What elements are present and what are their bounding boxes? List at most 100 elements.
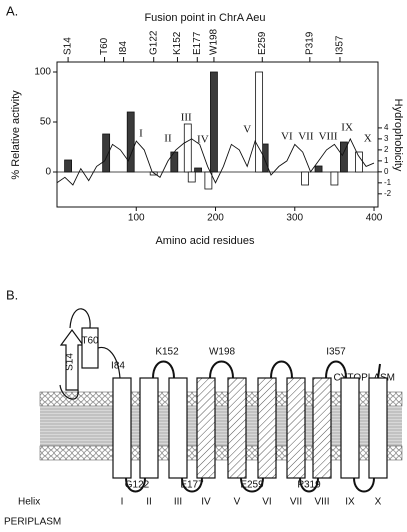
helix — [227, 377, 247, 479]
loop — [325, 360, 347, 379]
annotation: VIII — [319, 131, 338, 143]
y2-tick-label: -2 — [384, 189, 392, 198]
top-tick-label: P319 — [304, 31, 315, 55]
bar — [194, 167, 202, 173]
site-label: S14 — [65, 353, 76, 371]
top-tick-label: E177 — [192, 31, 203, 55]
helix — [286, 377, 306, 479]
loop — [181, 477, 203, 493]
site-label: T60 — [81, 336, 99, 347]
top-tick-label: K152 — [172, 31, 183, 55]
bar — [210, 71, 218, 173]
y2-tick-label: -1 — [384, 178, 392, 187]
chart-title: Fusion point in ChrA Aeu — [144, 12, 265, 24]
helix — [340, 377, 360, 479]
annotation: III — [181, 112, 192, 124]
plot-frame — [56, 61, 379, 208]
bar — [340, 141, 348, 173]
x-axis-label: Amino acid residues — [155, 235, 255, 247]
bar — [355, 151, 363, 173]
y-tick-label: 100 — [34, 67, 51, 78]
site-label: E259 — [240, 480, 264, 491]
site-label: E177 — [180, 480, 204, 491]
helix-label: IV — [201, 497, 211, 508]
bar — [126, 111, 135, 173]
panel-label: B. — [6, 287, 18, 302]
loop — [299, 477, 319, 493]
bar — [330, 171, 339, 186]
y-tick-label: 50 — [40, 117, 52, 128]
loop — [270, 360, 293, 379]
loop — [240, 477, 264, 493]
top-tick-label: W198 — [209, 28, 220, 55]
helix — [257, 377, 277, 479]
site-label: G122 — [125, 480, 150, 491]
y-tick-label: 0 — [45, 167, 51, 178]
y2-tick-label: 1 — [384, 156, 389, 165]
site-label: K152 — [155, 347, 179, 358]
loop — [152, 360, 175, 379]
c-terminus — [377, 363, 381, 379]
annotation: V — [243, 124, 251, 136]
bar — [187, 171, 196, 183]
bar — [255, 71, 264, 173]
annotation: VII — [298, 131, 314, 143]
bar — [204, 171, 213, 190]
bar — [102, 133, 111, 173]
helix-title: Helix — [18, 497, 40, 508]
y2-tick-label: 4 — [384, 123, 389, 132]
annotation: II — [164, 133, 172, 145]
y2-tick-label: 2 — [384, 145, 389, 154]
site-label: I357 — [326, 347, 346, 358]
helix — [139, 377, 159, 479]
helix — [196, 377, 216, 479]
helix — [312, 377, 332, 479]
top-tick-label: E259 — [257, 31, 268, 55]
topology-diagram: B. CYTOPLASM PERIPLASM Helix S14 T60 I84… — [4, 287, 403, 528]
helix — [112, 377, 132, 479]
y-axis-label: % Relative activity — [10, 90, 22, 180]
annotation: I — [139, 128, 143, 140]
x-tick-label: 400 — [366, 213, 383, 224]
bar — [301, 171, 309, 186]
top-tick-label: I357 — [335, 35, 346, 55]
loop — [353, 477, 375, 493]
hydrophobicity-line — [56, 137, 375, 186]
loop — [209, 360, 234, 379]
helix — [168, 377, 188, 479]
top-tick-label: T60 — [99, 37, 110, 55]
helix-label: VIII — [314, 497, 329, 508]
annotation: VI — [281, 131, 293, 143]
top-tick-label: S14 — [63, 37, 74, 55]
helix-label: V — [234, 497, 241, 508]
x-tick-label: 100 — [128, 213, 145, 224]
y2-axis-label: Hydrophobicity — [392, 99, 404, 172]
x-tick-label: 200 — [207, 213, 224, 224]
site-label: W198 — [209, 347, 236, 358]
top-tick-label: I84 — [118, 41, 129, 55]
n-terminus — [59, 308, 121, 400]
y2-tick-label: 3 — [384, 134, 389, 143]
bar — [183, 123, 192, 173]
helix-label: VII — [290, 497, 302, 508]
panel-label: A. — [6, 3, 18, 18]
helix-label: II — [146, 497, 152, 508]
helix-label: X — [375, 497, 382, 508]
bar — [64, 159, 72, 173]
top-tick-label: G122 — [148, 30, 159, 55]
helix-label: I — [121, 497, 124, 508]
site-label: P319 — [297, 480, 321, 491]
periplasm-label: PERIPLASM — [4, 517, 61, 528]
helix-label: IX — [345, 497, 355, 508]
annotation: X — [364, 133, 372, 145]
site-label: I84 — [111, 361, 125, 372]
helix-label: III — [174, 497, 182, 508]
bar — [149, 171, 158, 176]
annotation: IX — [341, 122, 353, 134]
cytoplasm-label: CYTOPLASM — [334, 373, 396, 384]
helix-label: VI — [262, 497, 271, 508]
helix — [368, 377, 388, 479]
loop — [125, 477, 146, 493]
bar — [314, 165, 323, 173]
